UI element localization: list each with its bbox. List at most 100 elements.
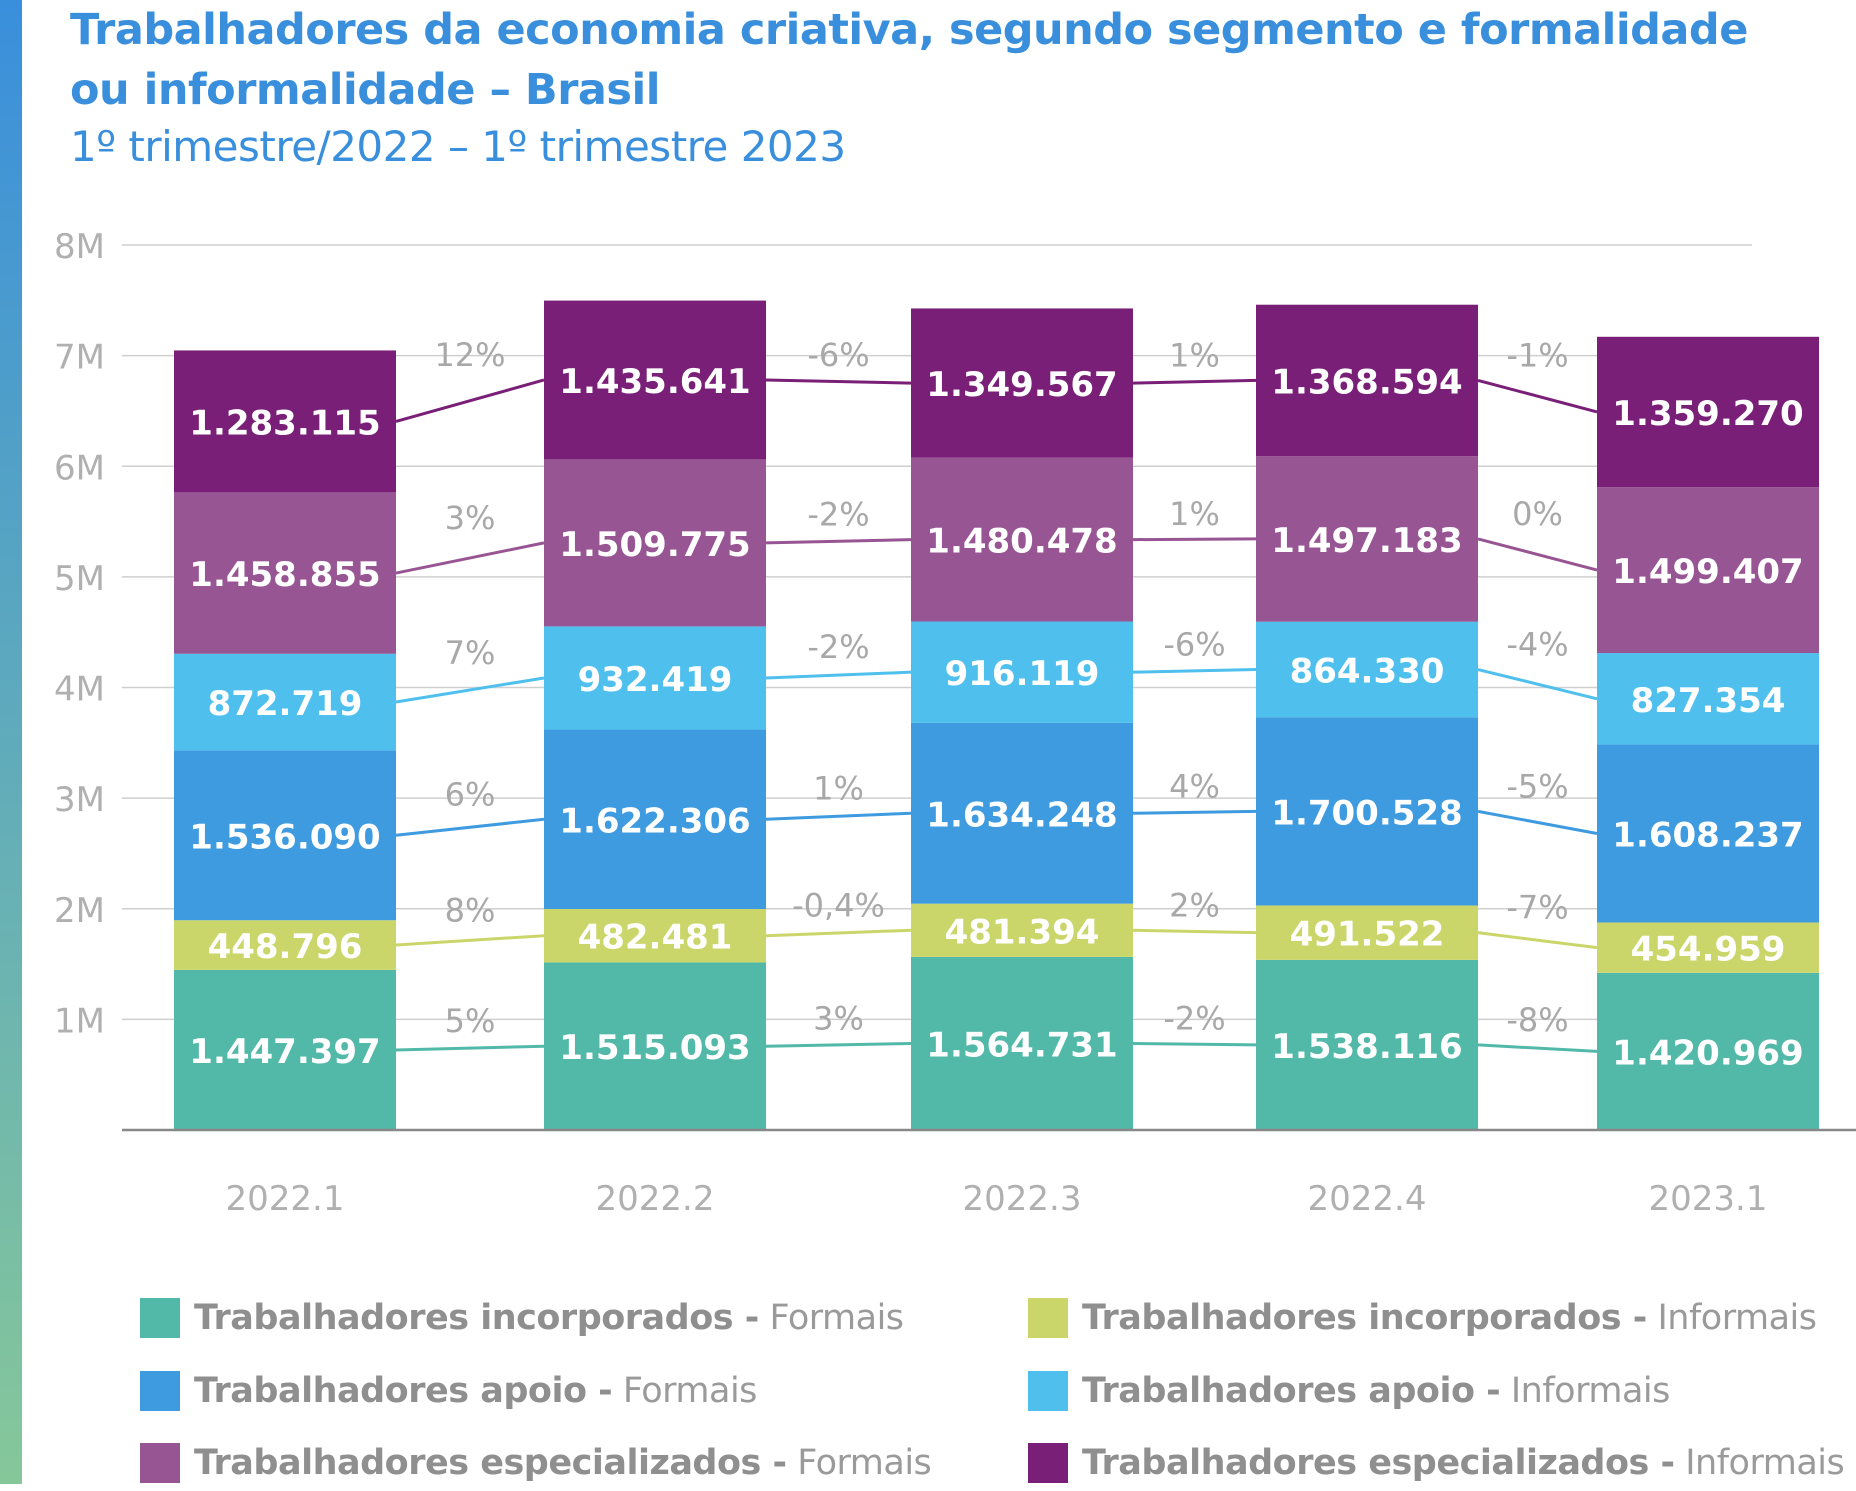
data-label: 1.538.116 <box>1271 1027 1462 1067</box>
change-label: 1% <box>1169 495 1220 533</box>
legend: Trabalhadores incorporados - Formais Tra… <box>140 1290 1845 1484</box>
data-label: 1.634.248 <box>926 795 1117 835</box>
accent-bar <box>0 0 22 1484</box>
legend-swatch <box>140 1298 180 1338</box>
legend-label: Trabalhadores especializados - Informais <box>1082 1443 1845 1483</box>
trend-line <box>395 676 545 704</box>
data-label: 1.564.731 <box>926 1025 1117 1065</box>
x-tick-label: 2022.3 <box>963 1179 1082 1219</box>
change-label: 4% <box>1169 767 1220 805</box>
data-label: 1.608.237 <box>1612 816 1803 856</box>
y-tick-label: 2M <box>54 891 105 931</box>
change-label: -8% <box>1506 1001 1568 1039</box>
legend-item-apoio-formais: Trabalhadores apoio - Formais <box>140 1363 757 1419</box>
y-tick-label: 1M <box>54 1001 105 1041</box>
bar-segment <box>911 457 1133 622</box>
bar-segment <box>911 308 1133 458</box>
bar-segment <box>1256 621 1478 718</box>
trend-line <box>1132 668 1257 674</box>
bar-segment <box>1256 304 1478 457</box>
bar-segment <box>174 350 396 493</box>
data-label: 448.796 <box>208 927 363 967</box>
trend-line <box>395 541 545 575</box>
change-label: 3% <box>813 999 864 1037</box>
bar-segment <box>1597 653 1819 745</box>
legend-label: Trabalhadores apoio - Informais <box>1082 1371 1670 1411</box>
change-label: 12% <box>434 336 505 374</box>
y-tick-label: 8M <box>54 227 105 267</box>
bar-segment <box>1256 717 1478 906</box>
data-label: 1.499.407 <box>1612 552 1803 592</box>
trend-line <box>1477 537 1598 572</box>
bar-segment <box>911 903 1133 957</box>
data-label: 1.447.397 <box>189 1032 380 1072</box>
change-label: -2% <box>807 496 869 534</box>
legend-swatch <box>1028 1443 1068 1483</box>
data-label: 916.119 <box>945 654 1100 694</box>
bar-segment <box>174 492 396 654</box>
data-label: 1.509.775 <box>559 525 750 565</box>
bar-segment <box>544 729 766 910</box>
bar-segment <box>544 909 766 963</box>
data-label: 1.368.594 <box>1271 362 1462 402</box>
data-label: 1.435.641 <box>559 362 750 402</box>
legend-swatch <box>140 1443 180 1483</box>
trend-line <box>765 670 912 680</box>
x-tick-label: 2022.1 <box>226 1179 345 1219</box>
data-label: 482.481 <box>578 918 733 958</box>
legend-swatch <box>1028 1371 1068 1411</box>
y-tick-label: 5M <box>54 559 105 599</box>
trend-line <box>1477 1043 1598 1053</box>
data-label: 491.522 <box>1290 915 1445 955</box>
trend-line <box>1132 928 1257 935</box>
legend-item-apoio-informais: Trabalhadores apoio - Informais <box>1028 1363 1670 1419</box>
change-label: 3% <box>445 499 496 537</box>
data-label: 1.349.567 <box>926 365 1117 405</box>
bar-segment <box>174 750 396 921</box>
x-tick-label: 2022.4 <box>1308 1179 1427 1219</box>
bar-segment <box>911 956 1133 1130</box>
chart-subtitle: 1º trimestre/2022 – 1º trimestre 2023 <box>70 122 846 171</box>
change-label: -6% <box>807 336 869 374</box>
trend-line <box>765 378 912 385</box>
trend-line <box>1132 1041 1257 1047</box>
legend-label: Trabalhadores incorporados - Formais <box>194 1298 904 1338</box>
change-label: -6% <box>1163 626 1225 664</box>
data-label: 1.458.855 <box>189 555 380 595</box>
data-label: 1.515.093 <box>559 1028 750 1068</box>
change-label: -2% <box>1163 999 1225 1037</box>
bar-segment <box>174 920 396 970</box>
change-label: -2% <box>807 628 869 666</box>
change-label: 6% <box>445 775 496 813</box>
legend-label: Trabalhadores apoio - Formais <box>194 1371 757 1411</box>
data-label: 932.419 <box>578 660 733 700</box>
trend-line <box>1477 809 1598 835</box>
trend-line <box>395 378 545 423</box>
legend-swatch <box>140 1371 180 1411</box>
trend-line <box>395 1044 545 1052</box>
change-label: 2% <box>1169 886 1220 924</box>
trend-line <box>765 928 912 938</box>
bar-segment <box>1256 456 1478 622</box>
trend-line <box>395 934 545 947</box>
y-tick-label: 4M <box>54 670 105 710</box>
change-label: -7% <box>1506 889 1568 927</box>
data-label: 872.719 <box>208 684 363 724</box>
x-tick-label: 2022.2 <box>596 1179 715 1219</box>
y-tick-label: 7M <box>54 338 105 378</box>
legend-item-incorporados-informais: Trabalhadores incorporados - Informais <box>1028 1290 1817 1346</box>
trend-line <box>1132 809 1257 815</box>
bar-segment <box>911 621 1133 723</box>
bar-segment <box>1597 336 1819 488</box>
change-label: -4% <box>1506 626 1568 664</box>
change-label: 0% <box>1512 495 1563 533</box>
change-label: 7% <box>445 634 496 672</box>
trend-line <box>1477 931 1598 950</box>
bar-segment <box>1256 905 1478 960</box>
change-label: -0,4% <box>792 886 885 924</box>
data-label: 454.959 <box>1631 930 1786 970</box>
change-label: -1% <box>1506 336 1568 374</box>
data-label: 1.497.183 <box>1271 521 1462 561</box>
data-label: 481.394 <box>945 912 1100 952</box>
bar-segment <box>544 626 766 730</box>
